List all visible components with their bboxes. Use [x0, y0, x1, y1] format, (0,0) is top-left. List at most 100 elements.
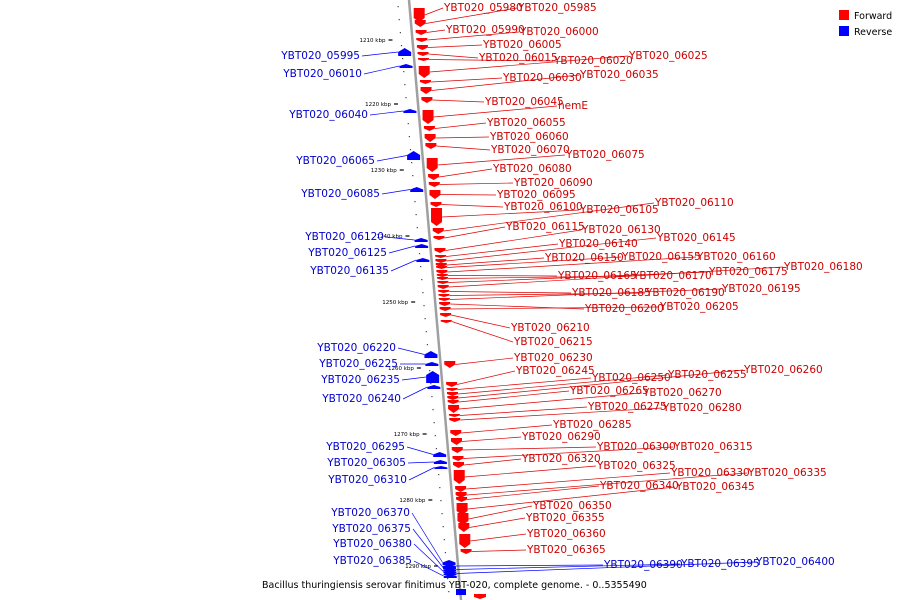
forward-gene-glyph[interactable]	[457, 513, 469, 525]
reverse-gene-label[interactable]: YBT020_06295	[325, 441, 405, 453]
forward-gene-label[interactable]: YBT020_06250	[591, 372, 671, 384]
forward-gene-glyph[interactable]	[428, 174, 440, 180]
forward-gene-label[interactable]: YBT020_06025	[628, 50, 708, 62]
forward-gene-glyph[interactable]	[420, 87, 432, 94]
forward-gene-label[interactable]: YBT020_06320	[521, 453, 601, 465]
reverse-gene-label[interactable]: YBT020_06040	[288, 109, 368, 121]
forward-gene-label[interactable]: YBT020_06185	[571, 287, 651, 299]
forward-gene-label[interactable]: YBT020_06055	[486, 117, 566, 129]
reverse-gene-label[interactable]: YBT020_06305	[326, 457, 406, 469]
reverse-gene-label[interactable]: YBT020_06120	[304, 231, 384, 243]
forward-gene-label[interactable]: YBT020_06100	[503, 201, 583, 213]
reverse-gene-glyph[interactable]	[433, 452, 447, 457]
forward-gene-glyph[interactable]	[439, 307, 451, 311]
forward-gene-glyph[interactable]	[447, 396, 459, 400]
forward-gene-glyph[interactable]	[456, 497, 468, 502]
reverse-gene-label[interactable]: YBT020_06220	[316, 342, 396, 354]
forward-gene-glyph[interactable]	[415, 30, 427, 35]
forward-gene-glyph[interactable]	[446, 388, 458, 391]
forward-gene-glyph[interactable]	[419, 80, 431, 84]
forward-gene-glyph[interactable]	[438, 298, 450, 301]
reverse-gene-glyph[interactable]	[427, 385, 441, 389]
forward-gene-label[interactable]: YBT020_06110	[654, 197, 734, 209]
reverse-gene-label[interactable]: YBT020_06010	[282, 68, 362, 80]
reverse-gene-glyph[interactable]	[410, 187, 424, 192]
forward-gene-label[interactable]: YBT020_06360	[526, 528, 606, 540]
forward-gene-glyph[interactable]	[448, 405, 460, 413]
reverse-gene-glyph[interactable]	[456, 589, 466, 595]
forward-gene-glyph[interactable]	[440, 313, 452, 317]
forward-gene-label[interactable]: YBT020_06115	[505, 221, 585, 233]
forward-gene-glyph[interactable]	[440, 320, 452, 323]
forward-gene-label[interactable]: YBT020_06345	[675, 481, 755, 493]
forward-gene-label[interactable]: YBT020_06180	[783, 261, 863, 273]
forward-gene-label[interactable]: YBT020_06210	[510, 322, 590, 334]
forward-gene-glyph[interactable]	[413, 8, 425, 22]
forward-gene-label[interactable]: YBT020_06255	[667, 369, 747, 381]
forward-gene-label[interactable]: YBT020_06130	[581, 224, 661, 236]
forward-gene-glyph[interactable]	[416, 38, 428, 42]
reverse-gene-label[interactable]: YBT020_06240	[321, 393, 401, 405]
reverse-gene-glyph[interactable]	[443, 568, 457, 571]
forward-gene-glyph[interactable]	[433, 236, 445, 240]
reverse-gene-label[interactable]: YBT020_06390	[603, 559, 683, 571]
reverse-gene-glyph[interactable]	[434, 466, 448, 469]
reverse-gene-label[interactable]: YBT020_06135	[309, 265, 389, 277]
reverse-gene-label[interactable]: YBT020_06085	[300, 188, 380, 200]
reverse-gene-label[interactable]: YBT020_06065	[295, 155, 375, 167]
forward-gene-label[interactable]: YBT020_06000	[519, 26, 599, 38]
reverse-gene-label[interactable]: YBT020_06400	[755, 556, 835, 568]
forward-gene-label[interactable]: YBT020_05980	[443, 2, 523, 14]
reverse-gene-glyph[interactable]	[403, 109, 417, 113]
forward-gene-label[interactable]: YBT020_06170	[632, 270, 712, 282]
forward-gene-glyph[interactable]	[460, 549, 472, 554]
forward-gene-glyph[interactable]	[451, 447, 463, 453]
forward-gene-glyph[interactable]	[418, 66, 430, 78]
reverse-gene-glyph[interactable]	[443, 572, 457, 575]
reverse-gene-glyph[interactable]	[425, 362, 439, 366]
forward-gene-glyph[interactable]	[447, 400, 459, 404]
reverse-gene-label[interactable]: YBT020_06385	[332, 555, 412, 567]
reverse-gene-glyph[interactable]	[424, 351, 438, 358]
forward-gene-label[interactable]: YBT020_06325	[596, 460, 676, 472]
forward-gene-label[interactable]: YBT020_05985	[517, 2, 597, 14]
forward-gene-glyph[interactable]	[439, 302, 451, 306]
forward-gene-label[interactable]: YBT020_06195	[721, 283, 801, 295]
forward-gene-label[interactable]: YBT020_06245	[515, 365, 595, 377]
forward-gene-label[interactable]: YBT020_06330	[670, 467, 750, 479]
forward-gene-label[interactable]: YBT020_06060	[489, 131, 569, 143]
reverse-gene-glyph[interactable]	[398, 48, 412, 56]
forward-gene-glyph[interactable]	[417, 52, 429, 56]
forward-gene-label[interactable]: YBT020_06005	[482, 39, 562, 51]
reverse-gene-glyph[interactable]	[442, 564, 456, 568]
forward-gene-label[interactable]: YBT020_06145	[656, 232, 736, 244]
forward-gene-glyph[interactable]	[459, 534, 471, 548]
forward-gene-label[interactable]: YBT020_06015	[478, 52, 558, 64]
forward-gene-glyph[interactable]	[434, 248, 446, 253]
forward-gene-label[interactable]: YBT020_06280	[662, 402, 742, 414]
forward-gene-glyph[interactable]	[438, 290, 450, 293]
reverse-gene-glyph[interactable]	[433, 460, 447, 464]
forward-gene-glyph[interactable]	[453, 470, 465, 484]
reverse-gene-label[interactable]: YBT020_06225	[318, 358, 398, 370]
forward-gene-glyph[interactable]	[450, 430, 462, 436]
forward-gene-label[interactable]: YBT020_06160	[696, 251, 776, 263]
forward-gene-label[interactable]: YBT020_06365	[526, 544, 606, 556]
forward-gene-label[interactable]: YBT020_06205	[659, 301, 739, 313]
forward-gene-glyph[interactable]	[436, 266, 448, 269]
forward-gene-glyph[interactable]	[431, 208, 443, 226]
forward-gene-label[interactable]: YBT020_06275	[587, 401, 667, 413]
forward-gene-label[interactable]: YBT020_06335	[747, 467, 827, 479]
forward-gene-glyph[interactable]	[436, 270, 448, 274]
forward-gene-glyph[interactable]	[437, 281, 449, 284]
forward-gene-glyph[interactable]	[448, 414, 460, 417]
reverse-gene-glyph[interactable]	[442, 560, 456, 565]
reverse-gene-glyph[interactable]	[414, 238, 428, 242]
forward-gene-label[interactable]: YBT020_06165	[557, 270, 637, 282]
forward-gene-label[interactable]: YBT020_06315	[673, 441, 753, 453]
forward-gene-label[interactable]: YBT020_06105	[579, 204, 659, 216]
forward-gene-label[interactable]: YBT020_06070	[490, 144, 570, 156]
forward-gene-glyph[interactable]	[426, 158, 438, 172]
forward-gene-label[interactable]: YBT020_06215	[513, 336, 593, 348]
forward-gene-glyph[interactable]	[453, 462, 465, 468]
